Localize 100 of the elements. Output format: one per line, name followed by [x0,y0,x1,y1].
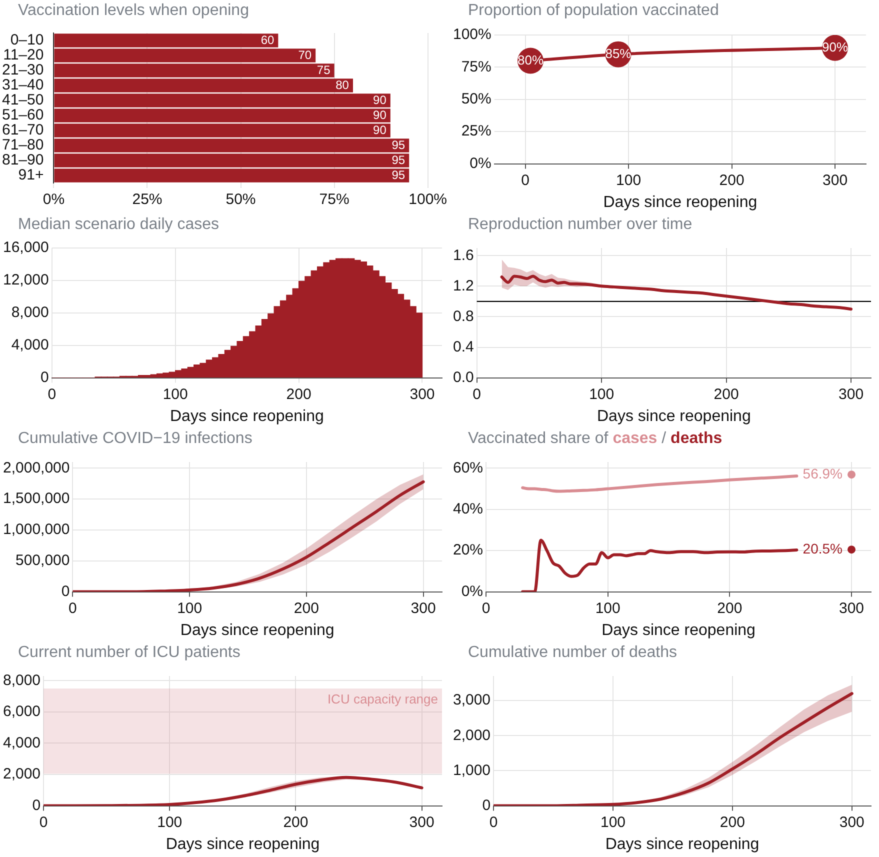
y-tick-label: 4,000 [2,734,41,752]
x-axis-title: Days since reopening [596,408,751,425]
x-tick-label: 50% [226,191,256,208]
y-tick-label: 0 [32,796,41,814]
y-tick-label: 1.2 [452,277,474,294]
x-tick-label: 300 [822,172,848,189]
data-label: 75 [316,62,331,77]
y-tick-label: 0% [470,154,492,172]
x-tick-label: 200 [714,386,739,403]
data-label: 80% [517,52,544,68]
y-tick-label: 40% [452,500,484,518]
y-tick-label: 60% [452,459,484,476]
data-label: 95 [392,138,406,152]
y-tick-label: 1,000,000 [2,521,70,538]
x-tick-label: 100 [589,386,614,403]
x-tick-label: 200 [283,814,308,831]
data-label: 90 [373,92,387,107]
x-axis-title: Days since reopening [170,408,324,425]
y-tick-label: 61–70 [2,122,44,139]
y-tick-label: 0% [461,582,484,600]
y-tick-label: 75% [461,58,492,76]
chart-title: Proportion of population vaccinated [468,2,719,19]
y-tick-label: 8,000 [11,304,49,322]
data-label: 85% [605,46,632,61]
y-tick-label: 21–30 [2,62,44,79]
y-tick-label: 2,000,000 [2,459,70,476]
y-tick-label: 11–20 [3,46,44,64]
data-label: 90% [822,39,848,54]
chart-title: Cumulative number of deaths [468,644,677,661]
x-tick-label: 100 [616,172,642,189]
data-label: 90 [373,122,387,137]
text: deaths [670,430,722,447]
y-tick-label: 0 [61,582,70,600]
y-tick-label: 51–60 [2,106,44,124]
data-label: 80 [336,78,350,92]
y-tick-label: 0–10 [10,32,44,49]
y-tick-label: 2,000 [2,766,41,783]
x-tick-label: 200 [720,814,745,831]
chart-title: Cumulative COVID−19 infections [18,430,252,447]
x-tick-label: 200 [719,172,744,189]
y-tick-label: 12,000 [2,272,49,289]
y-tick-label: 0 [482,796,491,814]
y-tick-label: 2,000 [452,726,491,744]
x-tick-label: 300 [838,600,864,617]
data-label: 70 [298,48,312,62]
data-label: 20.5% [802,540,843,556]
chart-title: Current number of ICU patients [18,644,240,661]
chart-title: Reproduction number over time [468,216,692,233]
x-axis-title: Days since reopening [603,194,758,211]
y-tick-label: 4,000 [11,336,49,354]
data-label: 90 [373,108,387,122]
y-tick-label: 31–40 [2,76,44,94]
x-tick-label: 0 [521,172,530,189]
y-tick-label: 8,000 [2,672,41,689]
x-tick-label: 300 [409,814,434,831]
y-tick-label: 500,000 [15,552,70,570]
y-tick-label: 50% [461,90,492,108]
y-tick-label: 16,000 [2,239,49,256]
data-label: 60 [260,32,274,47]
y-tick-label: 91+ [18,166,44,184]
text: / [662,430,666,447]
y-tick-label: 71–80 [2,136,44,154]
x-tick-label: 100 [162,386,188,403]
x-tick-label: 100 [600,814,626,831]
y-tick-label: 3,000 [452,692,491,709]
x-axis-title: Days since reopening [602,622,756,639]
y-tick-label: 1.6 [452,246,474,264]
x-tick-label: 200 [294,600,319,617]
y-tick-label: 20% [452,542,484,559]
y-tick-label: 0.4 [452,338,474,356]
x-tick-label: 100 [177,600,202,617]
x-tick-label: 300 [839,814,864,831]
x-tick-label: 300 [410,386,435,403]
x-tick-label: 200 [286,386,312,403]
y-tick-label: 41–50 [2,92,44,109]
data-label: 95 [392,152,406,167]
y-tick-label: 81–90 [2,152,44,169]
y-tick-label: 100% [452,26,492,44]
y-tick-label: 1,000 [452,762,491,779]
y-tick-label: 1,500,000 [2,490,70,508]
x-axis-title: Days since reopening [166,836,320,853]
x-tick-label: 300 [838,386,864,403]
y-tick-label: 0.8 [452,308,474,325]
x-tick-label: 100 [157,814,182,831]
chart-title: Median scenario daily cases [18,216,219,233]
chart-title: Vaccinated share of [468,430,608,447]
x-tick-label: 25% [132,191,162,208]
x-tick-label: 300 [410,600,436,617]
y-tick-label: 25% [461,122,492,140]
text: cases [612,430,658,447]
y-tick-label: 0 [40,368,49,386]
chart-title: Vaccination levels when opening [18,2,249,19]
x-tick-label: 100 [595,600,620,617]
x-tick-label: 100% [408,191,448,208]
x-axis-title: Days since reopening [605,836,760,853]
x-tick-label: 75% [319,191,350,208]
x-axis-title: Days since reopening [180,622,334,639]
data-label: 56.9% [802,465,843,482]
y-tick-label: 0.0 [452,368,474,386]
x-tick-label: 200 [717,600,742,617]
